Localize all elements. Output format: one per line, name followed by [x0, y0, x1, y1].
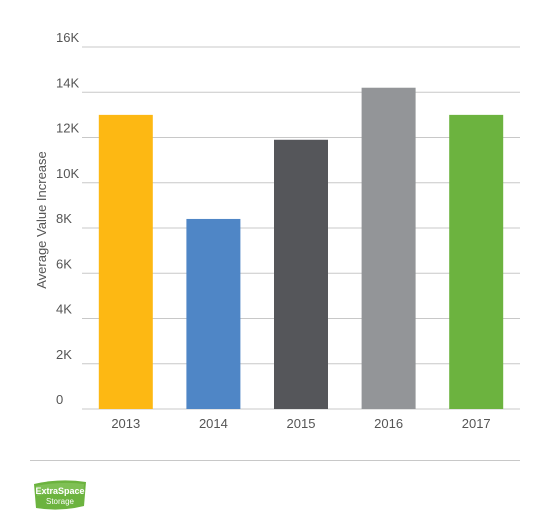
bar-2016 [361, 87, 416, 409]
x-tick-label: 2017 [462, 416, 491, 431]
x-tick-label: 2013 [111, 416, 140, 431]
y-tick-label: 14K [56, 75, 79, 90]
y-tick-label: 4K [56, 302, 72, 317]
bar-2015 [274, 139, 328, 409]
bar-2017 [449, 114, 504, 409]
y-tick-label: 0 [56, 392, 63, 407]
y-tick-label: 16K [56, 30, 79, 45]
extra-space-storage-logo: ExtraSpace Storage [34, 480, 86, 510]
bar-2013 [98, 114, 153, 409]
y-tick-label: 10K [56, 166, 79, 181]
y-axis-title: Average Value Increase [34, 151, 49, 289]
svg-text:Storage: Storage [46, 497, 75, 506]
x-tick-label: 2014 [199, 416, 228, 431]
x-axis-ticks: 2013 2014 2015 2016 2017 [111, 416, 490, 431]
x-tick-label: 2015 [287, 416, 316, 431]
svg-text:ExtraSpace: ExtraSpace [35, 486, 84, 496]
y-tick-label: 8K [56, 211, 72, 226]
y-tick-label: 12K [56, 121, 79, 136]
x-tick-label: 2016 [374, 416, 403, 431]
bars [98, 87, 504, 409]
bar-2014 [186, 218, 241, 409]
y-tick-label: 2K [56, 347, 72, 362]
y-axis-ticks: 0 2K 4K 6K 8K 10K 12K 14K 16K [56, 30, 79, 407]
footer-divider [30, 460, 520, 461]
y-tick-label: 6K [56, 256, 72, 271]
